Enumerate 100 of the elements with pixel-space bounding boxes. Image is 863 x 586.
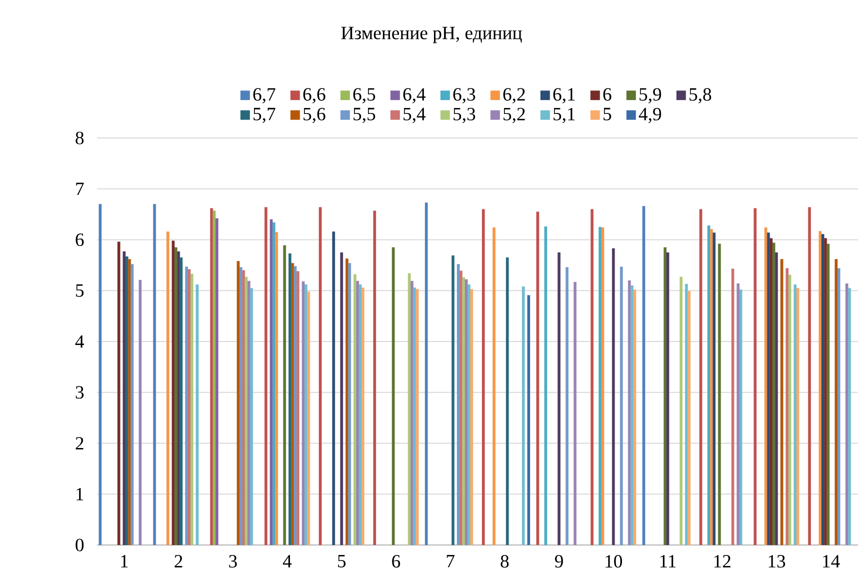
x-tick-label: 10 — [606, 555, 622, 568]
bar — [470, 289, 474, 546]
x-tick-label: 4 — [282, 555, 292, 568]
bar — [788, 274, 792, 546]
bar — [688, 291, 691, 546]
y-tick-label: 4 — [75, 335, 84, 348]
bar — [772, 242, 776, 546]
bar — [558, 252, 560, 546]
bar — [612, 248, 615, 546]
bar — [482, 209, 485, 546]
bar — [837, 268, 840, 546]
x-tick-label: 8 — [500, 555, 509, 568]
bar — [456, 264, 460, 546]
bar — [736, 283, 740, 546]
y-tick-label: 3 — [76, 386, 84, 399]
legend-label: 4,9 — [638, 108, 662, 124]
bar — [566, 267, 568, 546]
bar — [125, 256, 128, 546]
bar — [190, 274, 194, 546]
legend-label: 6,3 — [453, 88, 476, 104]
bar — [536, 212, 540, 546]
bar — [153, 204, 156, 546]
bar — [522, 286, 525, 546]
bar — [718, 244, 721, 546]
bar — [642, 206, 646, 546]
bar — [130, 264, 134, 546]
x-tick-label: 5 — [338, 555, 346, 568]
bar — [633, 290, 636, 546]
bar — [307, 292, 310, 546]
bar — [166, 232, 170, 546]
bar — [574, 282, 576, 546]
legend-label: 5,2 — [504, 108, 525, 124]
bar — [408, 273, 411, 546]
bar — [275, 232, 278, 546]
bar — [506, 257, 509, 546]
bar — [296, 271, 300, 546]
legend-label: 6 — [603, 88, 612, 101]
bar — [452, 255, 454, 546]
legend-label: 6,4 — [403, 88, 426, 104]
y-tick-label: 6 — [76, 233, 84, 246]
bar — [492, 227, 496, 546]
x-tick-label: 13 — [768, 555, 786, 568]
bar — [796, 288, 800, 546]
bar — [98, 204, 102, 546]
bar — [302, 281, 305, 546]
bar — [358, 284, 362, 546]
bar — [680, 276, 683, 546]
legend-label: 6,1 — [553, 88, 575, 104]
bar — [250, 288, 253, 546]
bar — [628, 280, 631, 546]
bar — [808, 207, 811, 546]
bar — [601, 227, 604, 546]
bar — [318, 207, 322, 546]
bar — [270, 219, 273, 546]
bar — [416, 289, 419, 546]
bar — [620, 266, 623, 546]
bar — [294, 266, 297, 546]
x-tick-label: 1 — [121, 555, 128, 568]
chart-title: Изменение pH, единиц — [341, 26, 522, 44]
y-tick-label: 2 — [76, 437, 84, 450]
bar — [332, 232, 336, 546]
y-tick-label: 5 — [76, 284, 84, 297]
bar — [424, 202, 428, 546]
bar — [527, 295, 530, 546]
legend-label: 5,6 — [304, 108, 326, 124]
bar — [392, 247, 395, 546]
bar — [544, 226, 548, 546]
x-tick-label: 6 — [392, 555, 400, 568]
legend-label: 5,4 — [404, 108, 426, 124]
y-tick-label: 8 — [76, 132, 84, 144]
bar — [247, 280, 250, 546]
bar — [848, 288, 851, 546]
bar — [666, 252, 670, 546]
legend-label: 5,9 — [640, 88, 662, 104]
x-tick-label: 7 — [446, 555, 454, 568]
bar — [348, 263, 352, 546]
bar — [764, 227, 768, 546]
bar — [373, 210, 376, 546]
bar — [215, 218, 218, 546]
bar — [699, 209, 702, 546]
bar — [590, 209, 594, 546]
bar — [362, 287, 364, 546]
bar — [283, 245, 286, 546]
x-tick-label: 14 — [823, 555, 840, 568]
bar — [775, 252, 778, 546]
y-tick-label: 0 — [76, 538, 84, 552]
x-tick-label: 2 — [174, 555, 182, 568]
bar — [174, 247, 178, 546]
bar — [754, 208, 757, 546]
bar — [138, 280, 142, 546]
x-tick-label: 11 — [660, 555, 676, 568]
bar — [464, 279, 468, 546]
x-tick-label: 12 — [714, 555, 730, 568]
y-tick-label: 1 — [76, 488, 84, 500]
bar — [739, 290, 742, 546]
bar — [826, 244, 830, 546]
bar — [180, 257, 183, 546]
legend-label: 6,2 — [503, 88, 525, 104]
legend-label: 5,7 — [254, 108, 276, 124]
bar — [834, 259, 838, 546]
